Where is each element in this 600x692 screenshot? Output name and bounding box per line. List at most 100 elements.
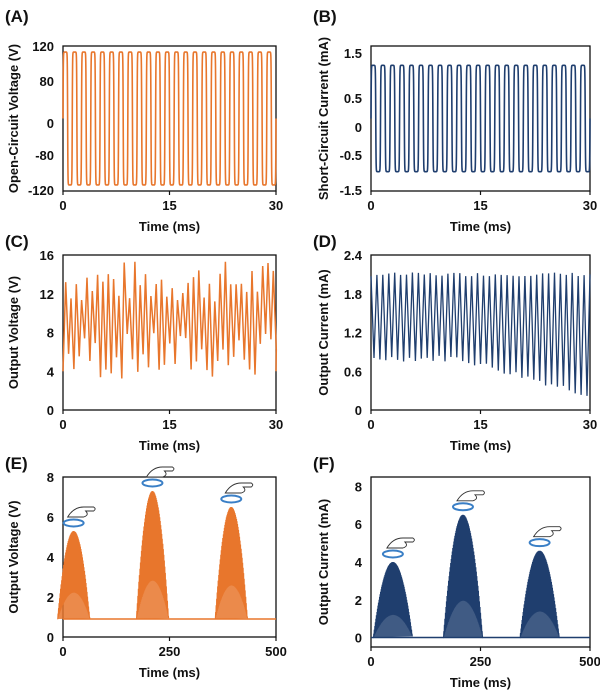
x-tick-label: 0 <box>59 417 66 432</box>
x-tick-label: 0 <box>367 198 374 213</box>
panel-F: (F) 0 250 500 0 2 4 6 8 Time (ms) Output Current (… <box>313 454 600 690</box>
waveform-line <box>62 51 277 186</box>
panel-label: (B) <box>313 7 337 26</box>
y-axis-label: Short-Circuit Current (mA) <box>316 37 331 200</box>
y-tick-label: 4 <box>47 550 55 565</box>
ring-icon <box>62 518 85 528</box>
burst-2 <box>443 514 484 639</box>
waveform-line <box>370 64 591 173</box>
panel-label: (C) <box>5 232 29 251</box>
x-axis-label: Time (ms) <box>139 438 200 453</box>
finger-ring-icon <box>62 506 96 528</box>
x-tick-label: 15 <box>473 198 487 213</box>
panel-A: (A) 0 15 30 -120 -80 0 80 120 Time (ms) Open-Circu… <box>5 7 283 234</box>
finger-icon <box>532 526 562 538</box>
x-tick-label: 30 <box>583 417 597 432</box>
y-tick-label: 1.5 <box>344 46 362 61</box>
y-tick-label: 16 <box>40 248 54 263</box>
y-tick-label: 80 <box>40 74 54 89</box>
y-tick-label: -0.5 <box>340 148 362 163</box>
y-tick-label: 0.5 <box>344 91 362 106</box>
y-tick-label: 8 <box>355 479 362 494</box>
finger-icon <box>66 506 96 518</box>
x-tick-label: 15 <box>162 198 176 213</box>
y-tick-label: 120 <box>32 39 54 54</box>
burst-3 <box>519 550 560 639</box>
panel-E: (E) 0 250 500 0 2 4 6 8 Time (ms) Output Voltage (… <box>5 454 287 680</box>
finger-ring-icon <box>141 466 175 488</box>
x-axis-label: Time (ms) <box>450 438 511 453</box>
finger-ring-icon <box>381 537 415 559</box>
finger-icon <box>386 537 415 549</box>
ring-icon <box>220 494 243 504</box>
y-tick-label: 6 <box>47 510 54 525</box>
x-tick-label: 0 <box>59 198 66 213</box>
panel-label: (D) <box>313 232 337 251</box>
burst-3 <box>214 506 248 620</box>
y-axis-label: Output Current (mA) <box>316 269 331 395</box>
ring-icon <box>528 538 551 548</box>
y-tick-label: 8 <box>47 470 54 485</box>
y-tick-label: 1.2 <box>344 326 362 341</box>
ring-icon <box>141 478 164 488</box>
y-tick-label: 4 <box>355 555 363 570</box>
x-tick-label: 250 <box>470 654 492 669</box>
panel-label: (A) <box>5 7 29 26</box>
x-tick-label: 15 <box>162 417 176 432</box>
y-axis-label: Output Voltage (V) <box>6 500 21 613</box>
y-tick-label: 0 <box>355 120 362 135</box>
burst-1 <box>57 530 91 620</box>
y-tick-label: -80 <box>35 148 54 163</box>
x-tick-label: 30 <box>269 198 283 213</box>
y-axis-label: Output Voltage (V) <box>6 276 21 389</box>
panel-label: (F) <box>313 454 335 473</box>
x-tick-label: 500 <box>265 644 287 659</box>
waveform-line <box>370 272 591 396</box>
x-tick-label: 250 <box>159 644 181 659</box>
x-tick-label: 0 <box>367 654 374 669</box>
y-tick-label: 0.6 <box>344 364 362 379</box>
y-tick-label: 2 <box>47 590 54 605</box>
finger-ring-icon <box>220 482 254 504</box>
y-axis-label: Output Current (mA) <box>316 499 331 625</box>
y-tick-label: 1.8 <box>344 287 362 302</box>
plot-frame <box>370 254 591 411</box>
y-tick-label: 0 <box>355 631 362 646</box>
finger-icon <box>145 466 175 478</box>
x-tick-label: 500 <box>579 654 600 669</box>
panel-C: (C) 0 15 30 0 4 8 12 16 Time (ms) Output Voltage (… <box>5 232 283 453</box>
x-axis-label: Time (ms) <box>139 665 200 680</box>
x-tick-label: 15 <box>473 417 487 432</box>
y-tick-label: 2.4 <box>344 248 363 263</box>
burst-2 <box>136 490 170 620</box>
panel-label: (E) <box>5 454 28 473</box>
y-tick-label: 4 <box>47 364 55 379</box>
y-tick-label: 0 <box>47 630 54 645</box>
y-tick-label: 0 <box>355 403 362 418</box>
x-tick-label: 30 <box>269 417 283 432</box>
x-axis-label: Time (ms) <box>450 675 511 690</box>
burst-1 <box>373 561 413 639</box>
x-tick-label: 0 <box>59 644 66 659</box>
y-tick-label: 12 <box>40 287 54 302</box>
y-tick-label: 8 <box>47 326 54 341</box>
ring-icon <box>451 502 474 512</box>
x-axis-label: Time (ms) <box>450 219 511 234</box>
finger-ring-icon <box>451 490 485 512</box>
finger-icon <box>224 482 254 494</box>
panel-D: (D) 0 15 30 0 0.6 1.2 1.8 2.4 Time (ms) Output Cur… <box>313 232 597 453</box>
y-tick-label: 6 <box>355 517 362 532</box>
ring-icon <box>381 549 404 559</box>
panel-B: (B) 0 15 30 -1.5 -0.5 0 0.5 1.5 Time (ms) Short-Ci… <box>313 7 597 234</box>
x-tick-label: 0 <box>367 417 374 432</box>
y-tick-label: 2 <box>355 593 362 608</box>
y-tick-label: -1.5 <box>340 183 362 198</box>
finger-ring-icon <box>528 526 562 548</box>
y-tick-label: 0 <box>47 116 54 131</box>
y-tick-label: 0 <box>47 403 54 418</box>
x-tick-label: 30 <box>583 198 597 213</box>
y-tick-label: -120 <box>28 183 54 198</box>
y-axis-label: Open-Circuit Voltage (V) <box>6 44 21 193</box>
finger-icon <box>456 490 485 502</box>
